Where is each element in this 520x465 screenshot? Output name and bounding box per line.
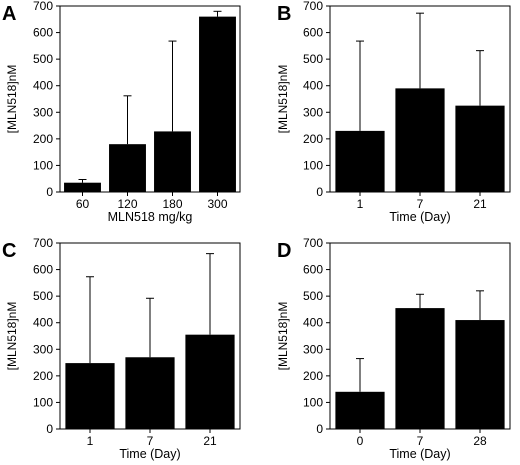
panel-c-ytick-label: 200 — [33, 369, 53, 383]
panel-b-ytick-label: 100 — [303, 158, 323, 172]
panel-d-xtick-label: 7 — [417, 434, 424, 448]
panel-a-y-axis-label: [MLN518]nM — [5, 65, 19, 134]
panel-b: 0 100 200 300 400 500 600 700 1 7 21 Time (Day) [MLN… — [276, 0, 511, 224]
panel-d-bar-28 — [455, 320, 505, 429]
panel-a-ytick-label: 400 — [33, 79, 53, 93]
panel-a-ytick-label: 200 — [33, 132, 53, 146]
panel-b-ytick-label: 400 — [303, 79, 323, 93]
panel-c-ytick-label: 600 — [33, 263, 53, 277]
panel-a: 0 100 200 300 400 500 600 700 60 120 180 300 MLN518 … — [2, 0, 241, 224]
panel-d-letter: D — [277, 240, 291, 262]
panel-b-bar-21 — [455, 105, 505, 192]
panel-b-ytick-label: 500 — [303, 52, 323, 66]
panel-d-ytick-label: 100 — [303, 395, 323, 409]
panel-c-ytick-label: 300 — [33, 342, 53, 356]
panel-b-ytick-label: 0 — [316, 185, 323, 199]
panel-d-bar-7 — [395, 308, 445, 429]
panel-c-ytick-label: 500 — [33, 289, 53, 303]
panel-d-bar-0 — [335, 391, 385, 429]
panel-a-letter: A — [2, 3, 16, 25]
panel-a-ytick-label: 0 — [46, 185, 53, 199]
panel-b-x-axis-label: Time (Day) — [389, 210, 450, 224]
panel-a-ytick-label: 100 — [33, 158, 53, 172]
panel-d-y-axis-label: [MLN518]nM — [276, 302, 290, 371]
panel-b-letter: B — [277, 3, 291, 25]
panel-d-ytick-label: 700 — [303, 236, 323, 250]
panel-d-ytick-label: 500 — [303, 289, 323, 303]
panel-a-bar-120 — [109, 144, 146, 192]
panel-d-ytick-label: 600 — [303, 263, 323, 277]
panel-c-ytick-label: 700 — [33, 236, 53, 250]
panel-c-letter: C — [2, 240, 16, 262]
panel-b-xtick-label: 21 — [473, 197, 487, 211]
panel-c-bar-21 — [185, 334, 235, 429]
panel-b-ytick-label: 600 — [303, 26, 323, 40]
panel-a-ytick-label: 300 — [33, 105, 53, 119]
panel-b-y-axis-label: [MLN518]nM — [276, 65, 290, 134]
panel-a-x-axis-label: MLN518 mg/kg — [108, 210, 193, 224]
panel-a-xtick-label: 300 — [207, 197, 227, 211]
panel-d-ytick-label: 300 — [303, 342, 323, 356]
panel-a-axes-frame — [59, 5, 241, 193]
panel-b-bar-7 — [395, 88, 445, 192]
panel-c-y-axis-label: [MLN518]nM — [5, 302, 19, 371]
panel-b-bar-1 — [335, 130, 385, 192]
panel-b-ytick-label: 300 — [303, 105, 323, 119]
panel-a-bar-300 — [199, 16, 236, 192]
panel-a-ytick-label: 700 — [33, 0, 53, 13]
panel-d-xtick-label: 0 — [357, 434, 364, 448]
panel-a-xtick-label: 60 — [76, 197, 90, 211]
panel-c-xtick-label: 7 — [147, 434, 154, 448]
panel-c-xtick-label: 21 — [203, 434, 217, 448]
panel-c-bar-1 — [65, 363, 115, 429]
panel-c-ytick-label: 0 — [46, 422, 53, 436]
panel-a-ytick-label: 600 — [33, 26, 53, 40]
panel-c-xtick-label: 1 — [87, 434, 94, 448]
panel-a-ytick-label: 500 — [33, 52, 53, 66]
panel-c-ytick-label: 100 — [33, 395, 53, 409]
panel-b-xtick-label: 7 — [417, 197, 424, 211]
panel-b-xtick-label: 1 — [357, 197, 364, 211]
panel-b-ytick-label: 200 — [303, 132, 323, 146]
panel-c: 0 100 200 300 400 500 600 700 1 7 21 Time (Day) [MLN… — [2, 236, 241, 461]
panel-d-ytick-label: 0 — [316, 422, 323, 436]
panel-a-bar-180 — [154, 131, 191, 192]
panel-c-bar-7 — [125, 357, 175, 429]
panel-d-x-axis-label: Time (Day) — [389, 447, 450, 461]
panel-a-xtick-label: 180 — [162, 197, 182, 211]
panel-d-xtick-label: 28 — [473, 434, 487, 448]
panel-a-bar-60 — [64, 182, 101, 192]
panel-c-ytick-label: 400 — [33, 316, 53, 330]
panel-d-ytick-label: 200 — [303, 369, 323, 383]
panel-a-xtick-label: 120 — [117, 197, 137, 211]
panel-d: 0 100 200 300 400 500 600 700 0 7 28 Time (Day) [MLN… — [276, 236, 511, 461]
panel-b-ytick-label: 700 — [303, 0, 323, 13]
panel-c-x-axis-label: Time (Day) — [119, 447, 180, 461]
panel-d-ytick-label: 400 — [303, 316, 323, 330]
